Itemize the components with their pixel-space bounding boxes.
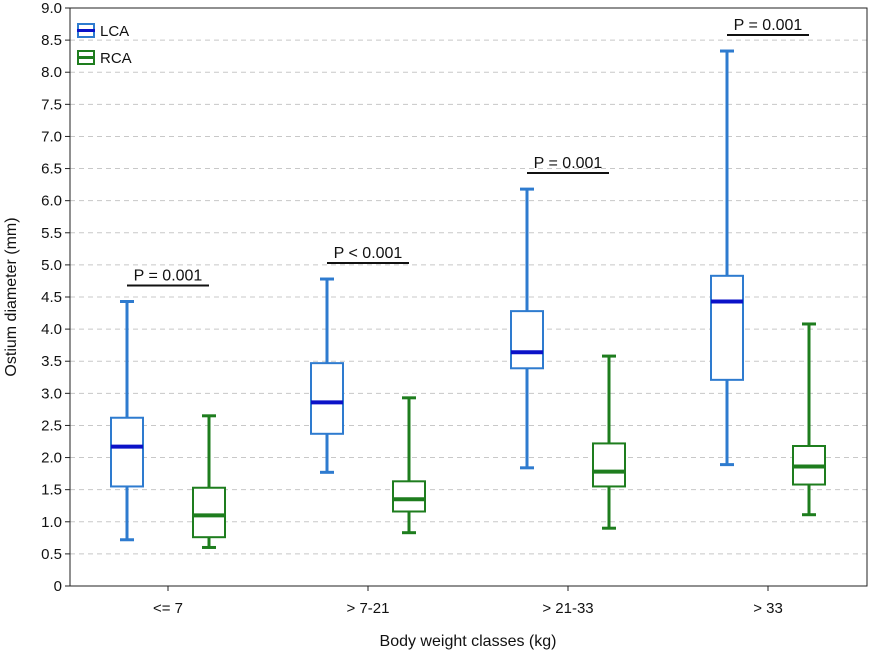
legend: LCA RCA bbox=[77, 23, 132, 67]
p-value-label: P = 0.001 bbox=[534, 155, 603, 172]
y-tick-label: 0.5 bbox=[41, 546, 62, 563]
y-tick-label: 5.0 bbox=[41, 257, 62, 274]
iqr-box bbox=[192, 486, 226, 539]
p-value-label: P < 0.001 bbox=[334, 245, 403, 262]
box-rca-7 bbox=[192, 414, 226, 549]
x-tick-label: <= 7 bbox=[153, 600, 183, 617]
x-tick-label: > 21-33 bbox=[542, 600, 593, 617]
y-tick-label: 4.5 bbox=[41, 289, 62, 306]
box-lca-33 bbox=[710, 49, 744, 467]
y-tick-label: 8.5 bbox=[41, 32, 62, 49]
y-tick-label: 9.0 bbox=[41, 0, 62, 17]
p-value-label: P = 0.001 bbox=[134, 267, 203, 284]
box-lca-7 bbox=[110, 299, 144, 542]
p-value-annotation: P = 0.001 bbox=[127, 267, 209, 287]
y-tick-label: 7.5 bbox=[41, 96, 62, 113]
iqr-box bbox=[592, 442, 626, 488]
p-value-label: P = 0.001 bbox=[734, 17, 803, 34]
iqr-box bbox=[510, 310, 544, 370]
iqr-box bbox=[710, 274, 744, 381]
y-tick-label: 5.5 bbox=[41, 225, 62, 242]
box-rca-21-33 bbox=[592, 354, 626, 530]
y-tick-label: 3.5 bbox=[41, 353, 62, 370]
y-tick-label: 4.0 bbox=[41, 321, 62, 338]
box-lca-7-21 bbox=[310, 277, 344, 474]
iqr-box bbox=[110, 416, 144, 488]
p-value-annotation: P < 0.001 bbox=[327, 245, 409, 264]
box-series bbox=[110, 49, 826, 549]
p-value-annotation: P = 0.001 bbox=[727, 17, 809, 36]
box-lca-21-33 bbox=[510, 187, 544, 470]
box-rca-33 bbox=[792, 322, 826, 517]
y-axis: 0 0.5 1.0 1.5 2.0 2.5 3.0 3.5 4.0 4.5 5.0 5.5 6.0 6.5… bbox=[41, 0, 70, 595]
x-tick-label: > 33 bbox=[753, 600, 783, 617]
p-value-annotation: P = 0.001 bbox=[527, 155, 609, 175]
y-tick-label: 2.5 bbox=[41, 417, 62, 434]
y-tick-label: 1.5 bbox=[41, 482, 62, 499]
iqr-box bbox=[392, 480, 426, 513]
y-tick-label: 1.0 bbox=[41, 514, 62, 531]
iqr-box bbox=[310, 362, 344, 435]
x-axis-title: Body weight classes (kg) bbox=[380, 633, 557, 650]
y-tick-label: 7.0 bbox=[41, 128, 62, 145]
y-tick-label: 3.0 bbox=[41, 385, 62, 402]
p-value-annotations: P = 0.001 P < 0.001 P = 0.001 P = 0.001 bbox=[127, 17, 809, 287]
y-tick-label: 0 bbox=[54, 578, 62, 595]
x-axis: <= 7 > 7-21 > 21-33 > 33 bbox=[153, 586, 783, 617]
y-tick-label: 8.0 bbox=[41, 64, 62, 81]
y-tick-label: 6.5 bbox=[41, 161, 62, 178]
gridlines bbox=[70, 39, 867, 555]
y-axis-title: Ostium diameter (mm) bbox=[3, 217, 20, 376]
box-rca-7-21 bbox=[392, 396, 426, 535]
y-tick-label: 6.0 bbox=[41, 193, 62, 210]
x-tick-label: > 7-21 bbox=[347, 600, 390, 617]
legend-label-rca: RCA bbox=[100, 50, 132, 67]
legend-label-lca: LCA bbox=[100, 23, 129, 40]
y-tick-label: 2.0 bbox=[41, 450, 62, 467]
